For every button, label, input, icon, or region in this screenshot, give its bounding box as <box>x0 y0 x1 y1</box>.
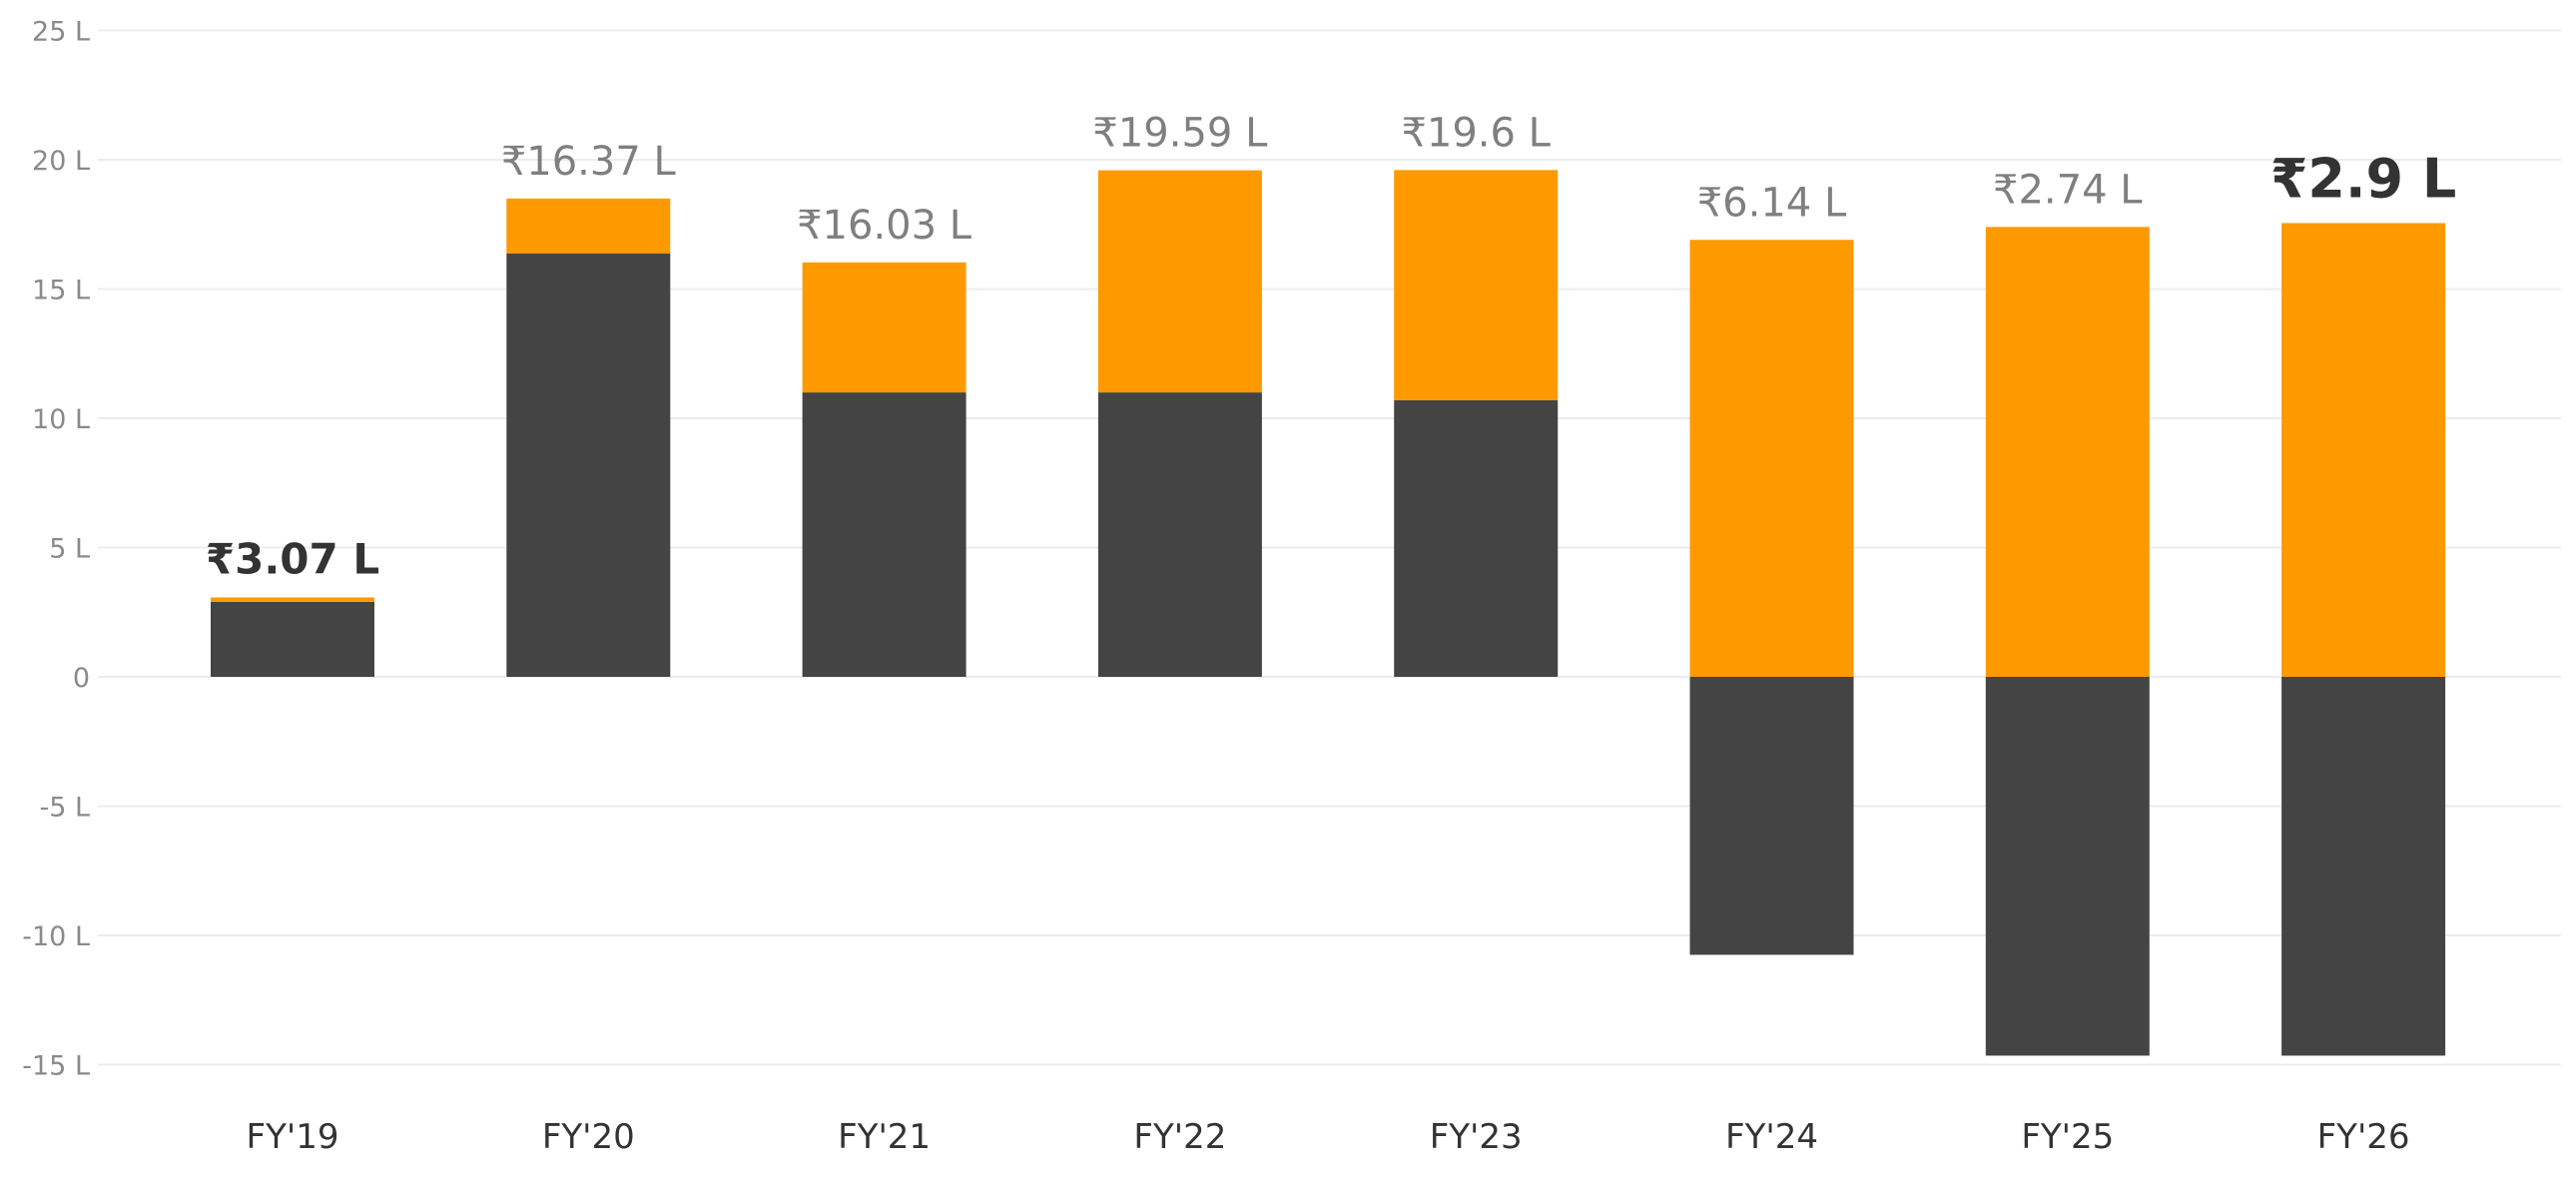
bar-segment-series-1 <box>1097 392 1262 677</box>
x-tick-label: FY'26 <box>2317 1117 2410 1157</box>
x-tick-label: FY'24 <box>1725 1117 1818 1157</box>
data-labels: ₹3.07 L ₹16.37 L ₹16.03 L ₹19.59 L ₹19.6 L ₹6… <box>206 110 2456 583</box>
y-tick-label: 20 L <box>32 146 90 177</box>
gridlines <box>98 29 2561 1066</box>
bar-segment-series-2 <box>1985 227 2150 677</box>
bar-segment-series-2 <box>802 262 966 393</box>
y-tick-label: 10 L <box>32 404 90 435</box>
bar-segment-series-2 <box>2281 223 2446 677</box>
bar-segment-series-2 <box>1394 170 1559 400</box>
data-label: ₹3.07 L <box>206 534 379 583</box>
x-tick-label: FY'25 <box>2021 1117 2114 1157</box>
bar-segment-series-1 <box>2281 677 2446 1056</box>
y-tick-label: 5 L <box>49 534 90 565</box>
bar-segment-series-2 <box>1689 240 1854 678</box>
data-label: ₹2.9 L <box>2270 147 2456 210</box>
data-label: ₹6.14 L <box>1697 180 1847 226</box>
y-tick-label: -5 L <box>39 793 90 824</box>
y-tick-label: 15 L <box>32 276 90 306</box>
bar-segment-series-1 <box>802 392 966 677</box>
bar-segment-series-2 <box>1097 170 1262 393</box>
y-tick-label: 25 L <box>32 17 90 48</box>
bars <box>211 170 2446 1056</box>
data-label: ₹19.6 L <box>1401 110 1551 156</box>
x-tick-label: FY'19 <box>247 1117 339 1157</box>
data-label: ₹16.37 L <box>501 139 677 185</box>
bar-segment-series-1 <box>506 254 671 677</box>
data-label: ₹16.03 L <box>797 203 972 249</box>
x-axis-ticks: FY'19 FY'20 FY'21 FY'22 FY'23 FY'24 FY'25 FY'26 <box>247 1117 2410 1157</box>
x-tick-label: FY'21 <box>838 1117 931 1157</box>
data-label: ₹19.59 L <box>1092 111 1268 157</box>
y-axis-ticks: 25 L 20 L 15 L 10 L 5 L 0 -5 L -10 L -15 L <box>22 17 90 1082</box>
bar-segment-series-1 <box>211 601 374 677</box>
bar-segment-series-1 <box>1394 399 1559 677</box>
y-tick-label: -10 L <box>22 921 90 952</box>
x-tick-label: FY'23 <box>1430 1117 1523 1157</box>
y-tick-label: 0 <box>73 663 90 694</box>
y-tick-label: -15 L <box>22 1051 90 1082</box>
x-tick-label: FY'22 <box>1133 1117 1226 1157</box>
x-tick-label: FY'20 <box>542 1117 635 1157</box>
bar-segment-series-2 <box>211 597 374 602</box>
data-label: ₹2.74 L <box>1993 167 2143 213</box>
bar-segment-series-1 <box>1689 677 1854 955</box>
bar-segment-series-2 <box>506 198 671 255</box>
bar-segment-series-1 <box>1985 677 2150 1056</box>
